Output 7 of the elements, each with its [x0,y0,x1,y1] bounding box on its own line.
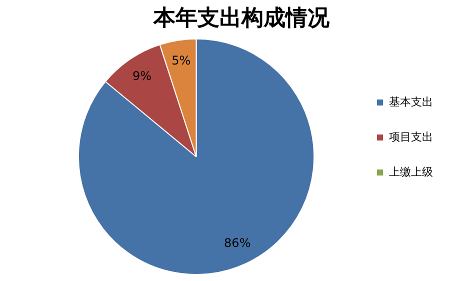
chart-title: 本年支出构成情况 [152,6,330,31]
data-label: 9% [132,68,152,83]
data-label: 86% [224,236,251,250]
legend-label: 基本支出 [389,95,433,108]
legend-label: 项目支出 [389,130,433,144]
data-label: 5% [172,53,191,68]
legend-label: 上缴上级 [389,165,433,178]
